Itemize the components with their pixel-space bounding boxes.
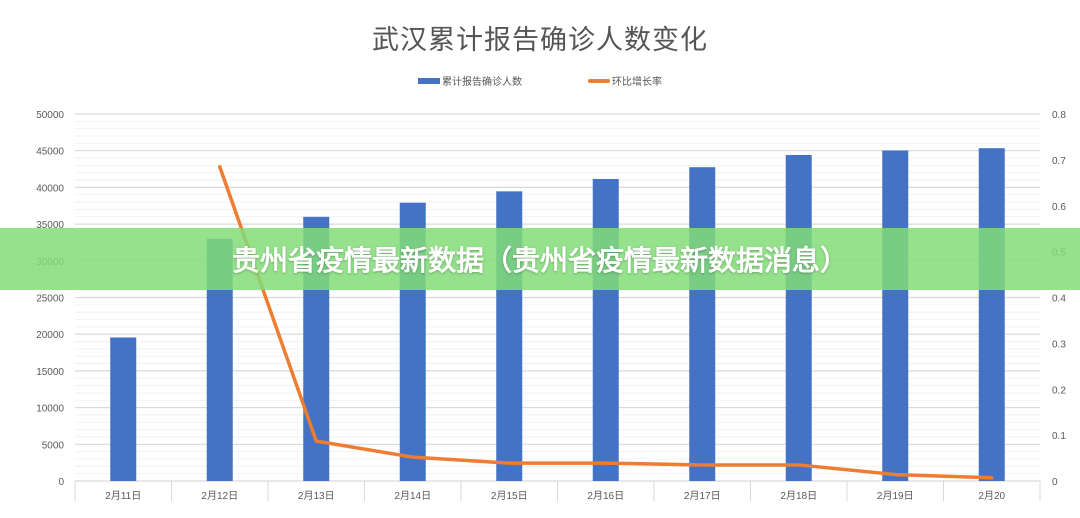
x-tick-label: 2月16日 [587,490,624,502]
x-tick-label: 2月11日 [105,490,141,502]
growth-rate-line [218,165,994,480]
y-left-tick-label: 15000 [36,367,64,378]
legend: 累计报告确诊人数 环比增长率 [0,73,1080,88]
legend-label: 环比增长率 [612,77,662,88]
bar [785,155,812,481]
chart-title: 武汉累计报告确诊人数变化 [372,25,708,56]
x-tick-label: 2月18日 [780,490,817,502]
bar [689,167,716,481]
y-right-tick-label: 0.2 [1052,385,1066,396]
y-left-tick-label: 35000 [36,220,64,231]
y-left-tick-label: 25000 [36,294,64,305]
bar [592,178,619,481]
y-left-tick-label: 0 [58,477,64,488]
legend-swatch-line [588,78,610,83]
x-tick-label: 2月15日 [491,490,528,502]
y-left-tick-label: 50000 [36,110,64,121]
y-right-tick-label: 0.3 [1052,339,1066,350]
y-right-tick-label: 0.4 [1052,294,1066,305]
y-left-tick-label: 20000 [36,330,64,341]
overlay-banner: 贵州省疫情最新数据（贵州省疫情最新数据消息） [0,228,1080,290]
y-left-tick-label: 45000 [36,147,64,158]
x-tick-label: 2月17日 [684,490,721,502]
x-tick-label: 2月12日 [201,490,238,502]
banner-text: 贵州省疫情最新数据（贵州省疫情最新数据消息） [231,244,848,277]
x-tick-label: 2月14日 [394,490,431,502]
bar [110,337,137,481]
x-tick-label: 2月13日 [298,490,335,502]
legend-label: 累计报告确诊人数 [442,77,522,88]
x-tick-label: 2月19日 [877,490,914,502]
bar [978,148,1005,482]
bar [882,150,909,481]
legend-item-line: 环比增长率 [588,73,662,88]
y-right-tick-label: 0.8 [1052,110,1066,121]
legend-swatch-bar [418,77,440,84]
y-left-tick-label: 10000 [36,404,64,415]
x-tick-label: 2月20 [978,490,1005,502]
y-right-tick-label: 0.6 [1052,202,1066,213]
y-left-tick-label: 5000 [42,440,65,451]
y-left-tick-label: 40000 [36,183,64,194]
legend-item-bar: 累计报告确诊人数 [418,73,522,88]
y-right-tick-label: 0.1 [1052,431,1066,442]
y-right-tick-label: 0 [1052,477,1058,488]
y-right-tick-label: 0.7 [1052,156,1066,167]
